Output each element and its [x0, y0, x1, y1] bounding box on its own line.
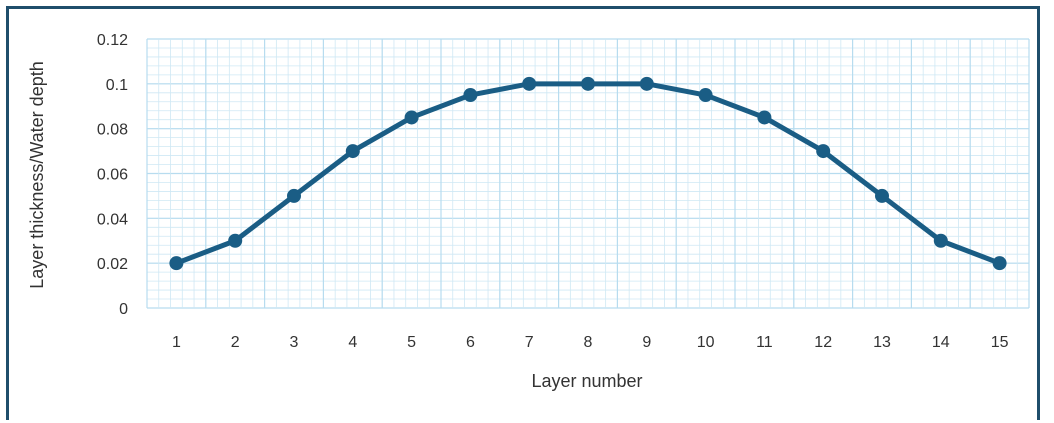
x-axis-title: Layer number — [531, 371, 642, 391]
data-point — [757, 110, 772, 125]
data-point — [639, 76, 654, 91]
series-group — [169, 76, 1007, 271]
y-tick-label: 0.06 — [97, 167, 128, 184]
data-point — [875, 188, 889, 203]
data-point — [345, 144, 360, 159]
x-tick-label: 11 — [756, 334, 773, 351]
x-tick-label: 5 — [407, 334, 416, 351]
y-tick-label: 0 — [119, 301, 128, 318]
data-point — [581, 76, 595, 91]
x-tick-label: 1 — [172, 334, 181, 351]
data-point — [522, 76, 537, 91]
data-point — [287, 188, 301, 203]
x-tick-labels: 1 2 3 4 5 6 7 8 9 10 11 12 13 14 15 — [172, 334, 1009, 351]
x-tick-label: 2 — [231, 334, 240, 351]
data-point — [816, 144, 831, 159]
x-tick-label: 6 — [466, 334, 475, 351]
x-tick-label: 10 — [697, 334, 715, 351]
x-tick-label: 9 — [642, 334, 651, 351]
data-point — [169, 256, 184, 271]
data-point — [698, 88, 713, 103]
x-tick-label: 13 — [873, 334, 891, 351]
data-point — [463, 88, 478, 103]
x-tick-label: 4 — [348, 334, 357, 351]
y-tick-labels: 0 0.02 0.04 0.06 0.08 0.1 0.12 — [97, 32, 128, 318]
x-tick-label: 14 — [932, 334, 950, 351]
x-tick-label: 12 — [814, 334, 832, 351]
y-tick-label: 0.1 — [106, 77, 128, 94]
grid-lines — [146, 38, 1030, 309]
x-tick-label: 7 — [525, 334, 534, 351]
x-tick-label: 3 — [290, 334, 299, 351]
x-tick-label: 8 — [584, 334, 593, 351]
data-point — [933, 233, 948, 248]
y-axis-title: Layer thickness/Water depth — [27, 61, 47, 288]
data-point — [992, 256, 1007, 271]
data-point — [228, 233, 243, 248]
y-tick-label: 0.08 — [97, 122, 128, 139]
x-tick-label: 15 — [991, 334, 1009, 351]
data-point — [404, 110, 419, 125]
y-tick-label: 0.02 — [97, 256, 128, 273]
y-tick-label: 0.12 — [97, 32, 128, 49]
y-tick-label: 0.04 — [97, 211, 128, 228]
